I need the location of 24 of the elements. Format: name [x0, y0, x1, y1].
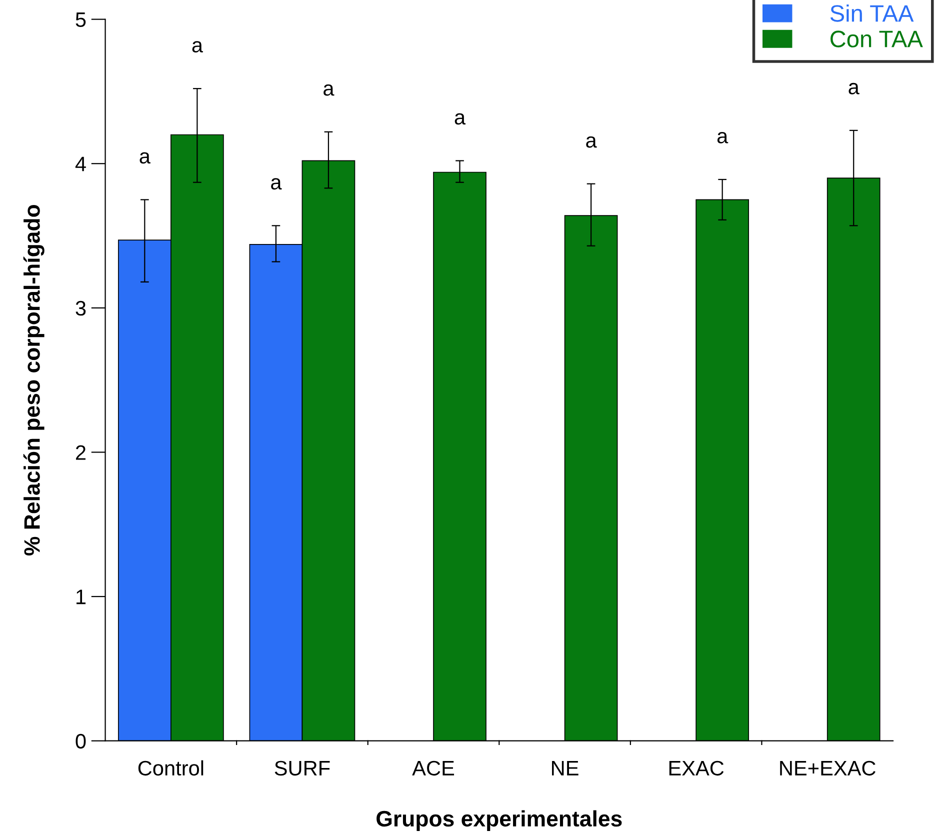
x-tick-label: SURF: [274, 760, 330, 776]
y-tick-label: 2: [76, 445, 86, 460]
x-axis-title: Grupos experimentales: [376, 810, 622, 831]
annotation: a: [848, 82, 860, 94]
x-tick-label: NE: [552, 761, 578, 776]
y-tick-label: 1: [76, 590, 86, 604]
legend-label: Sin TAA: [830, 4, 914, 22]
x-tick-label: Control: [138, 760, 204, 776]
y-axis-title: % Relación peso corporal-hígado: [23, 204, 44, 556]
x-tick-label: ACE: [412, 760, 454, 776]
annotation: a: [192, 41, 203, 52]
x-tick-label: EXAC: [669, 760, 724, 776]
y-tick-label: 4: [75, 156, 86, 172]
x-tick-label: NE+EXAC: [780, 760, 876, 776]
annotation: a: [140, 152, 150, 164]
y-tick-label: 3: [76, 300, 86, 316]
annotation: a: [324, 84, 334, 96]
y-tick-label: 5: [76, 12, 86, 28]
annotation: a: [586, 136, 597, 148]
y-tick-label: 0: [76, 734, 86, 749]
legend-label: Con TAA: [830, 30, 923, 48]
annotation: a: [717, 132, 728, 144]
annotation: a: [454, 113, 466, 125]
annotation: a: [271, 178, 282, 190]
